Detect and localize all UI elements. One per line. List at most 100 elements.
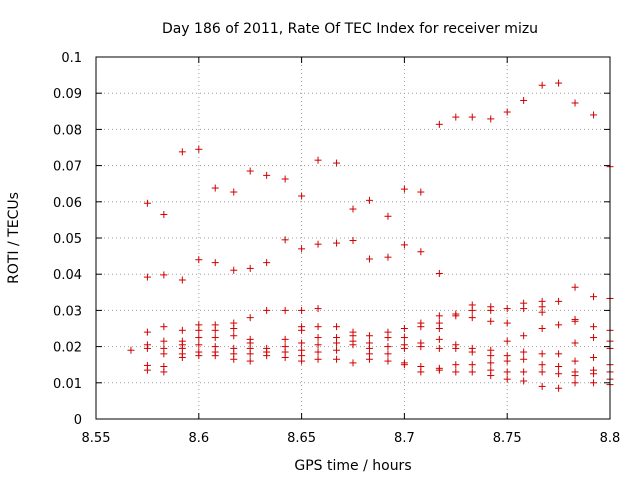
data-point bbox=[503, 108, 511, 116]
data-point bbox=[230, 188, 238, 196]
data-point bbox=[468, 113, 476, 121]
data-point bbox=[400, 361, 408, 369]
data-point bbox=[178, 326, 186, 334]
data-point bbox=[333, 159, 341, 167]
data-point bbox=[487, 306, 495, 314]
data-point bbox=[365, 332, 373, 340]
x-tick-label: 8.65 bbox=[287, 431, 316, 446]
data-point bbox=[211, 259, 219, 267]
data-point bbox=[333, 239, 341, 247]
data-point bbox=[538, 368, 546, 376]
data-point bbox=[314, 240, 322, 248]
data-point bbox=[520, 377, 528, 385]
data-point bbox=[538, 382, 546, 390]
data-point bbox=[333, 355, 341, 363]
data-point bbox=[590, 370, 598, 378]
axis-ticks bbox=[95, 56, 611, 420]
data-point bbox=[178, 148, 186, 156]
data-point bbox=[298, 357, 306, 365]
data-point bbox=[555, 384, 563, 392]
data-point bbox=[590, 293, 598, 301]
data-point bbox=[314, 341, 322, 349]
data-point bbox=[195, 256, 203, 264]
data-point bbox=[314, 334, 322, 342]
data-point bbox=[590, 353, 598, 361]
data-point bbox=[571, 339, 579, 347]
data-point bbox=[281, 335, 289, 343]
data-point bbox=[384, 253, 392, 261]
data-point bbox=[435, 344, 443, 352]
data-point bbox=[452, 361, 460, 369]
data-point bbox=[246, 314, 254, 322]
data-point bbox=[503, 357, 511, 365]
data-point bbox=[555, 297, 563, 305]
data-point bbox=[160, 323, 168, 331]
data-point bbox=[246, 167, 254, 175]
data-point bbox=[314, 305, 322, 313]
data-point bbox=[400, 334, 408, 342]
data-point bbox=[435, 120, 443, 128]
data-point bbox=[143, 199, 151, 207]
data-point bbox=[349, 359, 357, 367]
data-point bbox=[400, 344, 408, 352]
data-point bbox=[417, 343, 425, 351]
y-tick-label: 0.09 bbox=[53, 87, 82, 102]
data-point bbox=[468, 314, 476, 322]
data-point bbox=[400, 325, 408, 332]
data-point bbox=[468, 306, 476, 314]
data-point bbox=[487, 359, 495, 367]
data-point bbox=[263, 171, 271, 179]
data-point bbox=[520, 355, 528, 363]
data-point bbox=[384, 334, 392, 342]
data-point bbox=[520, 332, 528, 340]
data-point bbox=[468, 361, 476, 369]
data-point bbox=[452, 368, 460, 376]
data-point bbox=[281, 306, 289, 314]
data-point bbox=[417, 368, 425, 376]
data-point bbox=[230, 355, 238, 363]
y-axis-label: ROTI / TECUs bbox=[6, 192, 22, 284]
data-point bbox=[468, 348, 476, 356]
data-point bbox=[246, 357, 254, 365]
data-point bbox=[538, 325, 546, 332]
data-point bbox=[246, 264, 254, 272]
data-point bbox=[571, 283, 579, 291]
data-point bbox=[230, 325, 238, 332]
data-point bbox=[487, 115, 495, 123]
data-point bbox=[314, 156, 322, 164]
data-point bbox=[503, 375, 511, 383]
x-axis-label: GPS time / hours bbox=[294, 458, 411, 474]
data-point bbox=[160, 368, 168, 376]
data-point bbox=[160, 337, 168, 345]
data-point bbox=[127, 346, 135, 354]
data-point bbox=[246, 350, 254, 358]
data-point bbox=[365, 196, 373, 204]
y-tick-label: 0 bbox=[74, 413, 82, 428]
data-point bbox=[590, 323, 598, 331]
data-point bbox=[555, 79, 563, 87]
data-point bbox=[452, 312, 460, 320]
y-tick-label: 0.06 bbox=[53, 196, 82, 211]
data-point bbox=[178, 276, 186, 284]
data-point bbox=[211, 326, 219, 334]
data-point bbox=[503, 368, 511, 376]
data-point bbox=[435, 312, 443, 320]
data-point bbox=[298, 326, 306, 334]
data-point bbox=[365, 355, 373, 363]
data-point bbox=[503, 337, 511, 345]
data-point bbox=[384, 357, 392, 365]
data-point bbox=[400, 241, 408, 249]
data-point bbox=[195, 326, 203, 334]
data-point bbox=[160, 210, 168, 218]
y-tick-label: 0.07 bbox=[53, 160, 82, 175]
data-point bbox=[211, 352, 219, 360]
data-point bbox=[178, 353, 186, 361]
data-point bbox=[314, 348, 322, 356]
data-point bbox=[400, 185, 408, 193]
data-point bbox=[230, 332, 238, 340]
x-tick-label: 8.55 bbox=[82, 431, 111, 446]
data-point bbox=[333, 346, 341, 354]
data-point bbox=[143, 366, 151, 374]
